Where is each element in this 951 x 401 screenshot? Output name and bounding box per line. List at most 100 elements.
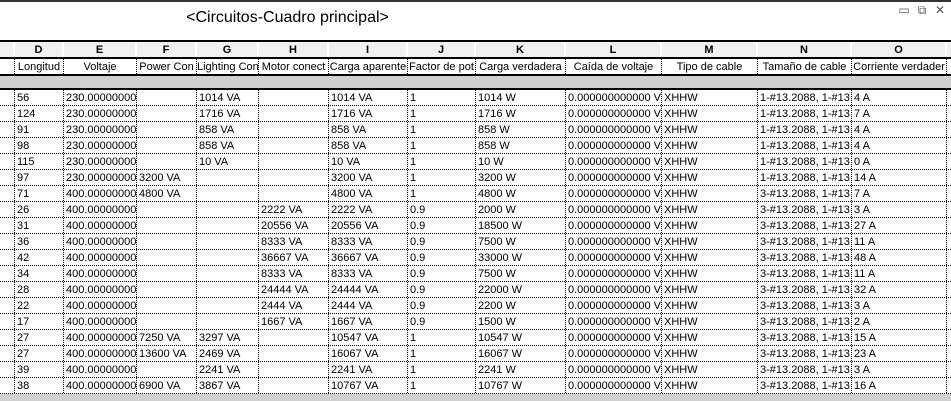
column-header-row-cell[interactable]: Corriente verdader xyxy=(852,59,947,74)
table-row-cell[interactable]: 0.9 xyxy=(408,266,476,281)
table-row-cell[interactable]: 230.00000000 xyxy=(66,138,137,153)
table-row-cell[interactable]: 1 xyxy=(408,138,476,153)
table-row-cell[interactable]: 6900 VA xyxy=(137,378,197,393)
table-row-cell[interactable] xyxy=(259,90,329,105)
table-row-cell[interactable]: 858 VA xyxy=(197,138,259,153)
table-row-cell[interactable]: 3-#13.2088, 1-#13. xyxy=(760,202,852,217)
table-row-cell[interactable] xyxy=(197,202,259,217)
column-header-row-cell[interactable]: Power Con xyxy=(137,59,197,74)
table-row-cell[interactable]: 0.000000000000 V xyxy=(568,202,662,217)
table-row-cell[interactable]: XHHW xyxy=(662,202,758,217)
table-row-cell[interactable]: 8333 VA xyxy=(259,234,329,249)
table-row-cell[interactable]: 16 A xyxy=(852,378,947,393)
column-letter-row-cell[interactable]: E xyxy=(64,42,137,57)
table-row-cell[interactable]: 1 xyxy=(408,122,476,137)
table-row-cell[interactable]: 400.00000000 xyxy=(66,298,137,313)
column-header-row-cell[interactable]: Motor conect xyxy=(259,59,329,74)
column-letter-row-cell[interactable]: N xyxy=(758,42,852,57)
table-row-cell[interactable] xyxy=(259,186,329,201)
column-letter-row-cell[interactable]: K xyxy=(476,42,566,57)
table-row-cell[interactable]: 3200 VA xyxy=(137,170,197,185)
table-row-cell[interactable]: 7500 W xyxy=(476,266,566,281)
table-row-cell[interactable]: 18500 W xyxy=(476,218,566,233)
table-row-cell[interactable]: 0.9 xyxy=(408,218,476,233)
table-row-cell[interactable]: 0.000000000000 V xyxy=(568,218,662,233)
table-row-cell[interactable]: 3 A xyxy=(852,362,947,377)
table-row-cell[interactable] xyxy=(259,362,329,377)
table-row-cell[interactable]: 400.00000000 xyxy=(66,346,137,361)
table-row-cell[interactable]: 0.000000000000 V xyxy=(568,330,662,345)
table-row-cell[interactable]: 2222 VA xyxy=(259,202,329,217)
table-row-cell[interactable]: 1-#13.2088, 1-#13. xyxy=(760,106,852,121)
table-row-cell[interactable]: 3-#13.2088, 1-#13. xyxy=(760,346,852,361)
table-row-cell[interactable] xyxy=(259,154,329,169)
table-row-cell[interactable]: 14 A xyxy=(852,170,947,185)
table-row-cell[interactable]: 0.000000000000 V xyxy=(568,266,662,281)
table-row-cell[interactable]: 7 A xyxy=(852,106,947,121)
table-row-cell[interactable] xyxy=(197,218,259,233)
table-row-cell[interactable]: XHHW xyxy=(662,330,758,345)
table-row-cell[interactable]: 3-#13.2088, 1-#13. xyxy=(760,362,852,377)
table-row-cell[interactable]: 4800 VA xyxy=(329,186,408,201)
table-row-cell[interactable]: 400.00000000 xyxy=(66,282,137,297)
table-row-cell[interactable]: 38 xyxy=(15,378,64,393)
table-row-cell[interactable]: XHHW xyxy=(662,362,758,377)
table-row-cell[interactable]: 0.9 xyxy=(408,250,476,265)
table-row-cell[interactable]: 23 A xyxy=(852,346,947,361)
table-row-cell[interactable]: 3-#13.2088, 1-#13. xyxy=(760,218,852,233)
column-header-row-cell[interactable]: Factor de pot xyxy=(408,59,476,74)
table-row-cell[interactable]: 124 xyxy=(15,106,64,121)
column-letter-row-cell[interactable]: F xyxy=(137,42,197,57)
table-row-cell[interactable]: 7250 VA xyxy=(137,330,197,345)
table-row-cell[interactable]: 3297 VA xyxy=(197,330,259,345)
table-row-cell[interactable]: XHHW xyxy=(662,154,758,169)
table-row-cell[interactable]: XHHW xyxy=(662,234,758,249)
table-row-cell[interactable]: 27 xyxy=(15,330,64,345)
column-letter-row-cell[interactable]: L xyxy=(566,42,662,57)
table-row-cell[interactable] xyxy=(197,234,259,249)
table-row-cell[interactable] xyxy=(137,218,197,233)
column-letter-row-cell[interactable]: G xyxy=(197,42,259,57)
table-row-cell[interactable]: 4 A xyxy=(852,138,947,153)
table-row-cell[interactable]: 1 xyxy=(408,106,476,121)
table-row-cell[interactable]: 2444 VA xyxy=(259,298,329,313)
table-row-cell[interactable]: 3 A xyxy=(852,202,947,217)
table-row-cell[interactable] xyxy=(197,298,259,313)
table-row-cell[interactable]: 48 A xyxy=(852,250,947,265)
table-row-cell[interactable] xyxy=(259,170,329,185)
table-row-cell[interactable]: 0.000000000000 V xyxy=(568,186,662,201)
table-row-cell[interactable]: 1014 VA xyxy=(329,90,408,105)
table-row-cell[interactable]: 1-#13.2088, 1-#13. xyxy=(760,154,852,169)
table-row-cell[interactable]: 27 A xyxy=(852,218,947,233)
table-row-cell[interactable]: 8333 VA xyxy=(329,234,408,249)
table-row-cell[interactable]: 32 A xyxy=(852,282,947,297)
table-row-cell[interactable]: 400.00000000 xyxy=(66,266,137,281)
table-row-cell[interactable]: 1 xyxy=(408,154,476,169)
table-row-cell[interactable]: 0.000000000000 V xyxy=(568,106,662,121)
column-letter-row-cell[interactable]: J xyxy=(408,42,476,57)
table-row-cell[interactable] xyxy=(137,314,197,329)
table-row-cell[interactable] xyxy=(197,314,259,329)
table-row-cell[interactable]: 3-#13.2088, 1-#13. xyxy=(760,250,852,265)
table-row-cell[interactable] xyxy=(137,362,197,377)
table-row-cell[interactable]: 0.9 xyxy=(408,202,476,217)
table-row-cell[interactable]: 3-#13.2088, 1-#13. xyxy=(760,314,852,329)
table-row-cell[interactable] xyxy=(0,330,15,345)
table-row-cell[interactable]: 2222 VA xyxy=(329,202,408,217)
table-row-cell[interactable]: XHHW xyxy=(662,90,758,105)
table-row-cell[interactable]: 2200 W xyxy=(476,298,566,313)
table-row-cell[interactable]: 400.00000000 xyxy=(66,202,137,217)
table-row-cell[interactable]: 3200 VA xyxy=(329,170,408,185)
table-row-cell[interactable]: XHHW xyxy=(662,378,758,393)
table-row-cell[interactable]: 8333 VA xyxy=(329,266,408,281)
table-row-cell[interactable]: 1 xyxy=(408,346,476,361)
table-row-cell[interactable]: 0.000000000000 V xyxy=(568,314,662,329)
table-row-cell[interactable]: 24444 VA xyxy=(329,282,408,297)
table-row-cell[interactable]: 33000 W xyxy=(476,250,566,265)
table-row-cell[interactable]: 1014 W xyxy=(476,90,566,105)
table-row-cell[interactable]: 3-#13.2088, 1-#13. xyxy=(760,234,852,249)
table-row-cell[interactable] xyxy=(197,282,259,297)
table-row-cell[interactable]: 0.000000000000 V xyxy=(568,234,662,249)
table-row-cell[interactable]: 858 W xyxy=(476,138,566,153)
table-row-cell[interactable]: XHHW xyxy=(662,218,758,233)
